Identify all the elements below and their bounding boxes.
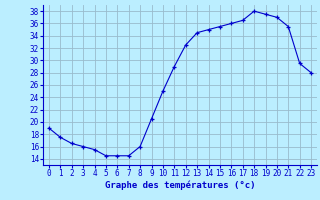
- X-axis label: Graphe des températures (°c): Graphe des températures (°c): [105, 181, 255, 190]
